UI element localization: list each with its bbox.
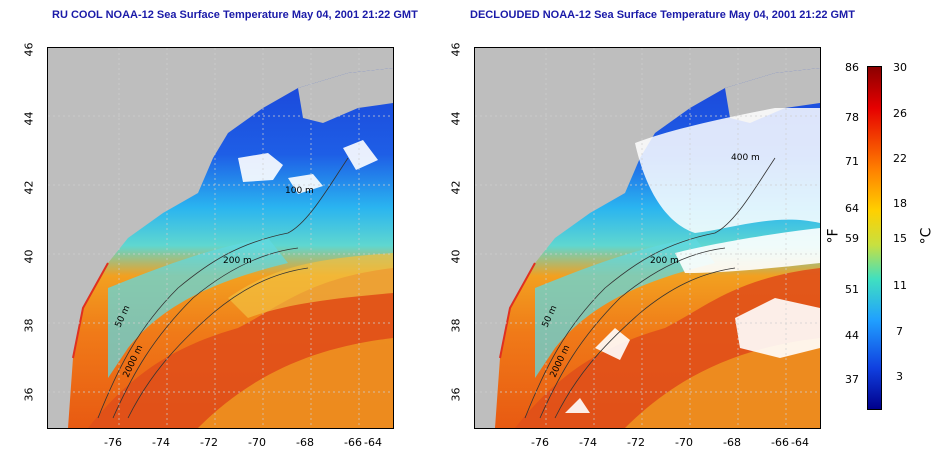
celsius-unit-label: °C (918, 227, 935, 245)
right-map-title: DECLOUDED NOAA-12 Sea Surface Temperatur… (470, 9, 855, 21)
x-tick-label: -68 (296, 436, 314, 449)
f-tick-label: 59 (845, 232, 859, 245)
c-tick-label: 11 (893, 279, 907, 292)
y-tick-label: 38 (449, 318, 463, 333)
y-tick-label: 36 (449, 387, 463, 402)
x-tick-label: -66 (771, 436, 789, 449)
y-tick-label: 40 (22, 249, 36, 264)
y-tick-label: 46 (22, 42, 36, 57)
x-tick-label: -64 (364, 436, 382, 449)
contour-label-200m: 200 m (650, 256, 679, 266)
land-mass (48, 48, 393, 428)
fahrenheit-unit-label: °F (825, 228, 842, 244)
contour-label-200m: 200 m (223, 256, 252, 266)
y-tick-label: 38 (22, 318, 36, 333)
c-tick-label: 18 (893, 197, 907, 210)
land-mass (475, 48, 820, 428)
c-tick-label: 22 (893, 152, 907, 165)
contour-label-400m: 400 m (731, 153, 760, 163)
x-tick-label: -70 (675, 436, 693, 449)
x-tick-label: -76 (531, 436, 549, 449)
f-tick-label: 86 (845, 61, 859, 74)
x-tick-label: -72 (200, 436, 218, 449)
f-tick-label: 64 (845, 202, 859, 215)
left-map-title: RU COOL NOAA-12 Sea Surface Temperature … (52, 9, 418, 21)
x-tick-label: -74 (579, 436, 597, 449)
x-tick-label: -68 (723, 436, 741, 449)
y-tick-label: 42 (22, 180, 36, 195)
x-tick-label: -76 (104, 436, 122, 449)
f-tick-label: 51 (845, 283, 859, 296)
c-tick-label: 26 (893, 107, 907, 120)
c-tick-label: 30 (893, 61, 907, 74)
contour-label-100m: 100 m (285, 186, 314, 196)
f-tick-label: 71 (845, 155, 859, 168)
y-tick-label: 46 (449, 42, 463, 57)
c-tick-label: 15 (893, 232, 907, 245)
c-tick-label: 7 (896, 325, 903, 338)
x-tick-label: -64 (791, 436, 809, 449)
f-tick-label: 37 (845, 373, 859, 386)
right-sst-map: 50 m 200 m 2000 m 400 m (474, 47, 821, 429)
x-tick-label: -72 (627, 436, 645, 449)
x-tick-label: -66 (344, 436, 362, 449)
y-tick-label: 44 (22, 111, 36, 126)
y-tick-label: 40 (449, 249, 463, 264)
f-tick-label: 44 (845, 329, 859, 342)
y-tick-label: 42 (449, 180, 463, 195)
c-tick-label: 3 (896, 370, 903, 383)
f-tick-label: 78 (845, 111, 859, 124)
y-tick-label: 44 (449, 111, 463, 126)
temperature-colorbar (867, 66, 882, 410)
x-tick-label: -74 (152, 436, 170, 449)
left-sst-map: 50 m 200 m 2000 m 100 m (47, 47, 394, 429)
x-tick-label: -70 (248, 436, 266, 449)
y-tick-label: 36 (22, 387, 36, 402)
